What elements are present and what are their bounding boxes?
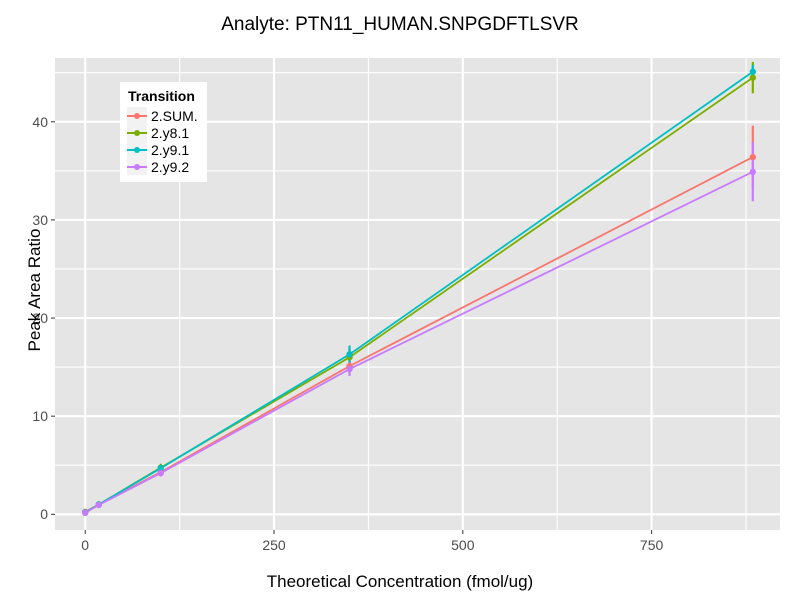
x-axis-ticks: 0 250 500 750 [0, 537, 800, 561]
y-axis-label: Peak Area Ratio [25, 228, 44, 352]
legend-key-icon [127, 124, 147, 141]
legend-item-label: 2.y8.1 [151, 124, 190, 141]
y-axis-ticks: 0 10 20 30 40 [8, 0, 48, 600]
legend-item-2-y8-1[interactable]: 2.y8.1 [127, 124, 198, 141]
x-tick-label: 750 [639, 537, 664, 553]
legend-item-label: 2.y9.1 [151, 141, 190, 158]
y-tick-label: 30 [32, 211, 48, 228]
legend-item-2-y9-2[interactable]: 2.y9.2 [127, 158, 198, 175]
legend-key-icon [127, 141, 147, 158]
x-tick-label: 500 [451, 537, 475, 553]
x-tick-label: 250 [262, 537, 286, 553]
x-axis-label: Theoretical Concentration (fmol/ug) [266, 572, 534, 591]
legend-title: Transition [128, 88, 195, 104]
legend-item-2-y9-1[interactable]: 2.y9.1 [127, 141, 198, 158]
legend: Transition 2.SUM. 2.y8.1 2.y9.1 2.y9.2 [120, 82, 207, 182]
y-tick-label: 20 [32, 310, 48, 327]
y-tick-label: 10 [32, 408, 48, 425]
y-tick-label: 0 [40, 506, 48, 523]
legend-item-2-sum[interactable]: 2.SUM. [127, 107, 198, 124]
x-tick-label: 0 [81, 537, 90, 553]
y-tick-label: 40 [32, 113, 48, 130]
page-title: Analyte: PTN11_HUMAN.SNPGDFTLSVR [221, 14, 579, 35]
legend-item-label: 2.y9.2 [151, 158, 190, 175]
legend-item-label: 2.SUM. [151, 107, 198, 124]
legend-items: 2.SUM. 2.y8.1 2.y9.1 2.y9.2 [127, 107, 198, 175]
legend-key-icon [127, 107, 147, 124]
legend-key-icon [127, 158, 147, 175]
